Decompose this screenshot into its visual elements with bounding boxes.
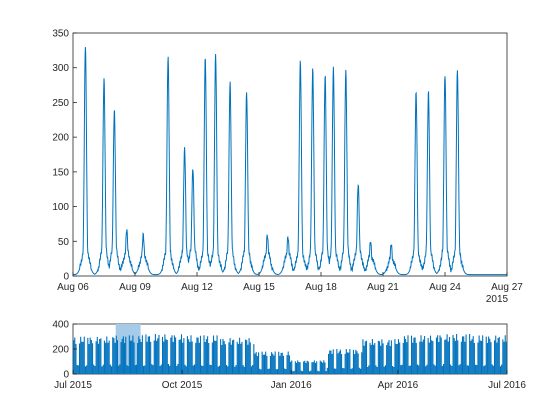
main-series-line	[73, 46, 507, 276]
main-y-tick-label: 150	[52, 167, 69, 178]
main-y-tick-label: 100	[52, 202, 69, 213]
overview-x-tick-label: Apr 2016	[378, 380, 419, 391]
main-x-year-label: 2015	[486, 294, 509, 305]
main-x-tick-label: Aug 06	[57, 282, 89, 293]
main-y-tick-label: 250	[52, 98, 69, 109]
main-y-tick-label: 350	[52, 29, 69, 40]
main-x-tick-label: Aug 24	[429, 282, 461, 293]
overview-y-tick-label: 0	[63, 370, 69, 381]
overview-x-tick-label: Jul 2016	[488, 380, 526, 391]
overview-y-tick-label: 400	[52, 320, 69, 331]
main-x-tick-label: Aug 09	[119, 282, 151, 293]
main-x-axis: Aug 06 Aug 09 Aug 12 Aug 15 Aug 18 Aug 21 Aug …	[57, 272, 523, 293]
overview-y-tick-label: 200	[52, 345, 69, 356]
main-y-tick-label: 200	[52, 133, 69, 144]
main-y-tick-label: 0	[63, 272, 69, 283]
overview-series	[73, 334, 507, 374]
overview-x-axis: Jul 2015 Oct 2015 Jan 2016 Apr 2016 Jul 2016	[54, 370, 526, 391]
main-panel: 0 50 100 150 200 250 300 350 Aug 06 Aug 09 Aug 12…	[52, 29, 523, 306]
main-y-axis: 0 50 100 150 200 250 300 350	[52, 29, 77, 283]
main-x-tick-label: Aug 12	[181, 282, 213, 293]
main-x-tick-label: Aug 27	[491, 282, 523, 293]
main-x-tick-label: Aug 18	[305, 282, 337, 293]
main-series	[73, 46, 507, 276]
overview-panel[interactable]: 0 200 400 Jul 2015 Oct 2015 Jan 2016 Apr 2016…	[52, 320, 526, 392]
overview-plot-area[interactable]	[72, 323, 508, 375]
main-x-tick-label: Aug 21	[367, 282, 399, 293]
overview-x-tick-label: Jul 2015	[54, 380, 92, 391]
overview-x-tick-label: Oct 2015	[162, 380, 203, 391]
main-x-tick-label: Aug 15	[243, 282, 275, 293]
overview-series-area	[73, 334, 507, 374]
main-y-tick-label: 300	[52, 63, 69, 74]
main-y-tick-label: 50	[58, 237, 70, 248]
main-plot-area	[72, 32, 508, 277]
overview-x-tick-label: Jan 2016	[271, 380, 313, 391]
overview-y-axis: 0 200 400	[52, 320, 77, 381]
